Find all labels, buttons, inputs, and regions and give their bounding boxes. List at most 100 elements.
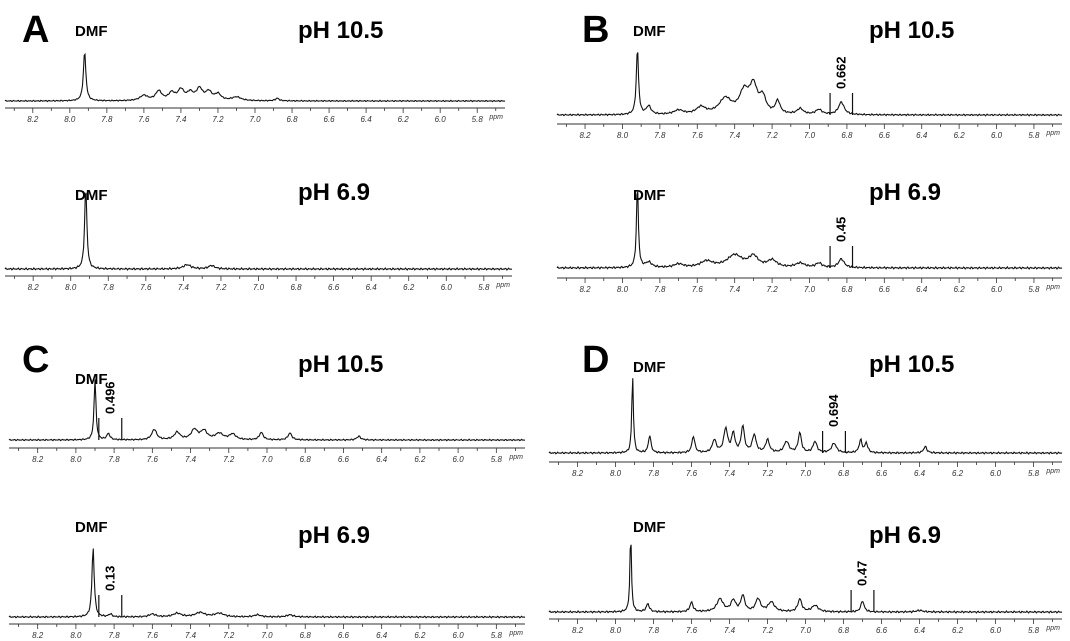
panel-a-ph-10-5-tick-label: 7.0 — [249, 115, 261, 124]
panel-d-ph-6-9-tick-label: 7.0 — [800, 626, 812, 635]
panel-c-ph-10-5-ph-label: pH 10.5 — [298, 351, 383, 378]
panel-c-ph-10-5-tick-label: 6.8 — [300, 455, 312, 464]
panel-a-ph-10-5-tick-label: 6.8 — [286, 115, 298, 124]
panel-d-ph-6-9-tick-label: 6.2 — [952, 626, 964, 635]
panel-d-ph-6-9-unit-label: ppm — [1045, 625, 1060, 632]
panel-d-ph-10-5-tick-label: 7.8 — [648, 469, 660, 478]
panel-d-ph-6-9-tick-label: 8.0 — [610, 626, 622, 635]
panel-d-ph-10-5-tick-label: 6.0 — [990, 469, 1002, 478]
panel-d-ph-6-9-tick-label: 6.0 — [990, 626, 1002, 635]
panel-label-c: C — [22, 339, 49, 381]
panel-c-ph-6-9-solvent-label: DMF — [75, 519, 108, 536]
panel-b-ph-10-5-tick-label: 6.8 — [841, 131, 853, 140]
panel-a-ph-6-9-tick-label: 8.0 — [65, 283, 77, 292]
panel-b-ph-6-9-tick-label: 5.8 — [1028, 285, 1040, 294]
panel-b-ph-10-5-tick-label: 6.0 — [991, 131, 1003, 140]
panel-d-ph-10-5-tick-label: 7.0 — [800, 469, 812, 478]
panel-b-ph-6-9-integral-value: 0.45 — [833, 217, 848, 242]
panel-b-ph-10-5-ph-label: pH 10.5 — [869, 17, 954, 44]
panel-c-ph-10-5-tick-label: 7.2 — [223, 455, 235, 464]
panel-a-ph-10-5-tick-label: 6.0 — [435, 115, 447, 124]
panel-d-ph-6-9-tick-label: 8.2 — [572, 626, 584, 635]
panel-d-ph-10-5-tick-label: 6.4 — [914, 469, 926, 478]
panel-d-ph-10-5-solvent-label: DMF — [633, 359, 666, 376]
panel-label-a: A — [22, 9, 49, 51]
panel-b-ph-10-5-tick-label: 6.4 — [916, 131, 928, 140]
panel-d-ph-6-9-tick-label: 6.8 — [838, 626, 850, 635]
panel-d-ph-10-5-tick-label: 6.8 — [838, 469, 850, 478]
panel-a-ph-6-9-tick-label: 6.2 — [403, 283, 415, 292]
panel-d-ph-6-9-spectrum-line — [548, 544, 1063, 614]
panel-b-ph-10-5-tick-label: 7.6 — [692, 131, 704, 140]
panel-c-ph-6-9-tick-label: 7.4 — [185, 631, 197, 640]
panel-a-ph-6-9-unit-label: ppm — [495, 282, 510, 289]
panel-a-ph-6-9-tick-label: 6.8 — [290, 283, 302, 292]
panel-a-ph-10-5-tick-label: 8.0 — [64, 115, 76, 124]
panel-d-ph-10-5-tick-label: 6.2 — [952, 469, 964, 478]
panel-d-ph-10-5-tick-label: 5.8 — [1028, 469, 1040, 478]
panel-d-ph-10-5-tick-label: 8.0 — [610, 469, 622, 478]
panel-a-ph-6-9-tick-label: 5.8 — [478, 283, 490, 292]
panel-d-ph-6-9-tick-label: 6.6 — [876, 626, 888, 635]
panel-c-ph-6-9-tick-label: 6.6 — [338, 631, 350, 640]
panel-label-b: B — [582, 9, 609, 51]
panel-b-ph-10-5-spectrum-line — [556, 52, 1063, 117]
panel-d-ph-6-9-tick-label: 7.8 — [648, 626, 660, 635]
panel-a-ph-10-5-tick-label: 8.2 — [27, 115, 39, 124]
panel-c-ph-10-5-solvent-label: DMF — [75, 371, 108, 388]
panel-d-ph-6-9-tick-label: 6.4 — [914, 626, 926, 635]
panel-d-ph-6-9-tick-label: 7.4 — [724, 626, 736, 635]
panel-a-ph-10-5-tick-label: 6.4 — [361, 115, 373, 124]
panel-a-ph-6-9-tick-label: 7.0 — [253, 283, 265, 292]
panel-c-ph-6-9-tick-label: 6.2 — [414, 631, 426, 640]
panel-a-ph-6-9-tick-label: 7.4 — [178, 283, 190, 292]
panel-a-ph-6-9-tick-label: 7.8 — [103, 283, 115, 292]
panel-b-ph-6-9-solvent-label: DMF — [633, 187, 666, 204]
panel-c-ph-10-5-spectrum-line — [8, 379, 526, 442]
panel-c-ph-10-5-tick-label: 7.8 — [109, 455, 121, 464]
panel-a-ph-10-5-tick-label: 7.4 — [175, 115, 187, 124]
panel-b-ph-6-9-tick-label: 6.8 — [841, 285, 853, 294]
panel-a-ph-6-9-tick-label: 7.2 — [215, 283, 227, 292]
panel-a-ph-6-9-tick-label: 7.6 — [140, 283, 152, 292]
panel-d-ph-10-5-ph-label: pH 10.5 — [869, 351, 954, 378]
panel-b-ph-10-5-tick-label: 8.2 — [579, 131, 591, 140]
panel-b-ph-6-9-spectrum-line — [556, 191, 1063, 270]
panel-b-ph-10-5-tick-label: 7.4 — [729, 131, 741, 140]
panel-d-ph-10-5-tick-label: 6.6 — [876, 469, 888, 478]
panel-b-ph-6-9-unit-label: ppm — [1045, 284, 1060, 291]
panel-a-ph-10-5-unit-label: ppm — [488, 114, 503, 121]
panel-c-ph-6-9-ph-label: pH 6.9 — [298, 522, 370, 549]
panel-c-ph-10-5-tick-label: 7.6 — [147, 455, 159, 464]
panel-b-ph-10-5-unit-label: ppm — [1045, 130, 1060, 137]
panel-a-ph-10-5-tick-label: 7.2 — [212, 115, 224, 124]
panel-d-ph-6-9-solvent-label: DMF — [633, 519, 666, 536]
panel-c-ph-6-9-tick-label: 7.8 — [109, 631, 121, 640]
panel-a-ph-10-5-tick-label: 7.8 — [101, 115, 113, 124]
panel-a-ph-6-9-ph-label: pH 6.9 — [298, 179, 370, 206]
panel-a-ph-6-9-tick-label: 6.6 — [328, 283, 340, 292]
panel-c-ph-10-5-tick-label: 6.2 — [414, 455, 426, 464]
panel-d-ph-6-9-integral-value: 0.47 — [855, 561, 870, 586]
panel-c-ph-6-9-tick-label: 7.2 — [223, 631, 235, 640]
panel-d-ph-10-5-spectrum-line — [548, 378, 1063, 455]
panel-d-ph-6-9-tick-label: 5.8 — [1028, 626, 1040, 635]
panel-a-ph-10-5-spectrum-line — [4, 52, 506, 103]
panel-b-ph-10-5-tick-label: 6.6 — [879, 131, 891, 140]
panel-b-ph-6-9-tick-label: 7.6 — [692, 285, 704, 294]
panel-a-ph-6-9-tick-label: 6.0 — [441, 283, 453, 292]
panel-c-ph-10-5-tick-label: 8.0 — [70, 455, 82, 464]
panel-d-ph-10-5-tick-label: 7.2 — [762, 469, 774, 478]
panel-d-ph-10-5-tick-label: 7.4 — [724, 469, 736, 478]
panel-a-ph-6-9-solvent-label: DMF — [75, 187, 108, 204]
panel-b-ph-10-5-tick-label: 7.2 — [767, 131, 779, 140]
panel-b-ph-6-9-tick-label: 6.6 — [879, 285, 891, 294]
panel-b-ph-6-9-tick-label: 7.0 — [804, 285, 816, 294]
panel-c-ph-10-5-tick-label: 6.0 — [453, 455, 465, 464]
panel-b-ph-6-9-tick-label: 8.2 — [579, 285, 591, 294]
panel-a-ph-10-5-tick-label: 6.2 — [398, 115, 410, 124]
panel-b-ph-10-5-tick-label: 8.0 — [617, 131, 629, 140]
panel-c-ph-10-5-tick-label: 8.2 — [32, 455, 44, 464]
panel-c-ph-10-5-tick-label: 5.8 — [491, 455, 503, 464]
